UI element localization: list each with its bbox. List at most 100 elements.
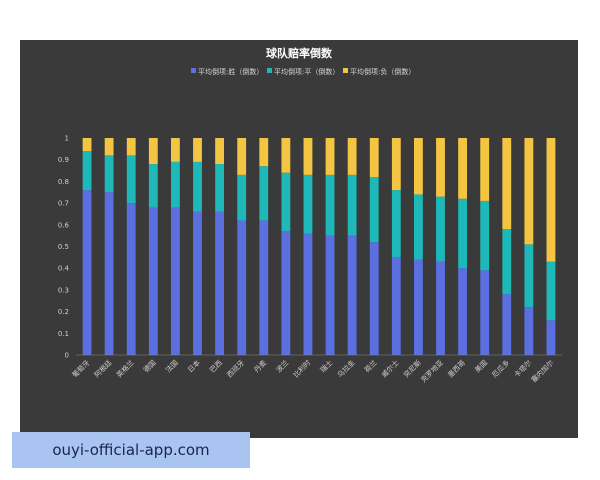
x-tick-label: 西班牙 (225, 358, 246, 379)
bar-segment (104, 192, 114, 355)
bar-segment (170, 207, 180, 355)
bar-segment (170, 138, 180, 162)
bar-segment (325, 235, 335, 355)
x-tick-label: 突尼斯 (402, 358, 423, 379)
bar-segment (148, 207, 158, 355)
y-tick-label: 0.3 (58, 286, 69, 294)
bar-segment (215, 138, 225, 165)
bar-segment (347, 138, 357, 175)
bar-segment (259, 138, 269, 167)
bar-segment (82, 138, 92, 152)
y-tick-label: 0.6 (58, 221, 70, 229)
bar-segment (303, 233, 313, 355)
bar-segment (436, 196, 445, 262)
legend: 平均倒项:胜（倒数） 平均倒项:平（倒数） 平均倒项:负（倒数） (191, 67, 415, 76)
bar-segment (215, 164, 225, 212)
x-tick-label: 法国 (164, 358, 180, 374)
x-tick-label: 墨西哥 (446, 359, 467, 380)
bar-segment (458, 138, 468, 199)
x-tick-label: 美国 (473, 358, 489, 374)
x-tick-label: 日本 (186, 358, 202, 374)
bar-segment (369, 138, 379, 178)
bar-segment (546, 320, 556, 355)
x-tick-label: 英格兰 (114, 358, 135, 379)
bar-segment (524, 307, 534, 355)
x-tick-label: 塞内加尔 (529, 358, 555, 384)
y-tick-label: 0 (65, 352, 69, 360)
x-tick-label: 厄瓜多 (490, 358, 511, 379)
y-tick-label: 1 (65, 135, 69, 143)
x-tick-label: 克罗地亚 (419, 358, 445, 384)
legend-label: 平均倒项:负（倒数） (350, 67, 415, 76)
bar-segment (391, 190, 401, 258)
bar-segment (524, 244, 534, 308)
y-tick-label: 0.7 (58, 200, 69, 208)
legend-label: 平均倒项:平（倒数） (274, 67, 339, 76)
y-tick-label: 0.5 (58, 243, 69, 251)
x-tick-label: 威尔士 (380, 358, 401, 379)
bar-segment (458, 268, 468, 355)
bar-segment (502, 138, 512, 230)
bar-segment (391, 138, 401, 191)
bar-segment (126, 203, 136, 355)
bar-segment (104, 138, 114, 156)
bar-segment (325, 138, 335, 175)
bar-segment (170, 161, 180, 208)
bar-segment (193, 138, 202, 162)
bar-segment (193, 161, 202, 212)
bar-segment (325, 174, 335, 236)
bar-segment (281, 138, 291, 173)
bar-segment (148, 138, 158, 165)
x-tick-label: 丹麦 (252, 358, 268, 374)
y-tick-label: 0.4 (58, 265, 70, 273)
x-tick-label: 葡萄牙 (70, 358, 91, 379)
bar-segment (458, 198, 468, 269)
bars (82, 138, 556, 355)
y-tick-label: 0.9 (58, 156, 69, 164)
bar-segment (126, 138, 136, 156)
legend-swatch (191, 68, 196, 73)
x-tick-label: 比利时 (291, 358, 312, 379)
y-tick-label: 0.8 (58, 178, 69, 186)
bar-segment (148, 164, 158, 208)
stacked-bar-chart: 球队赔率倒数 平均倒项:胜（倒数） 平均倒项:平（倒数） 平均倒项:负（倒数） 00… (58, 46, 562, 384)
bar-segment (82, 190, 92, 355)
bar-segment (524, 138, 534, 245)
x-tick-label: 波兰 (274, 358, 290, 374)
bar-segment (502, 294, 512, 355)
bar-segment (82, 151, 92, 191)
bar-segment (391, 257, 401, 355)
bar-segment (303, 174, 313, 234)
bar-segment (303, 138, 313, 175)
bar-segment (259, 220, 269, 355)
bar-segment (237, 138, 247, 175)
bar-segment (436, 261, 445, 355)
bar-segment (480, 270, 490, 355)
bar-segment (193, 211, 202, 355)
bar-segment (413, 194, 423, 260)
bar-segment (237, 220, 247, 355)
bar-segment (546, 261, 556, 321)
watermark-banner: ouyi-official-app.com (12, 432, 250, 468)
bar-segment (546, 138, 556, 262)
bar-segment (413, 138, 423, 195)
y-tick-label: 0.2 (58, 308, 69, 316)
x-tick-label: 卡塔尔 (512, 358, 533, 379)
x-tick-label: 瑞士 (318, 358, 334, 374)
bar-segment (436, 138, 445, 197)
bar-segment (104, 155, 114, 193)
bar-segment (347, 235, 357, 355)
bar-segment (347, 174, 357, 236)
bar-segment (480, 200, 490, 271)
bar-segment (126, 155, 136, 204)
x-axis: 葡萄牙 阿根廷 英格兰 德国 法国 日本 巴西 西班牙 丹麦 波兰 比利时 瑞士 乌拉圭 荷兰 威尔士 突尼斯… (70, 354, 562, 384)
legend-swatch (267, 68, 272, 73)
x-tick-label: 巴西 (208, 359, 224, 375)
bar-segment (480, 138, 490, 201)
x-tick-label: 德国 (141, 358, 157, 374)
bar-segment (369, 177, 379, 243)
bar-segment (215, 211, 225, 355)
x-tick-label: 阿根廷 (92, 358, 113, 379)
bar-segment (413, 259, 423, 355)
